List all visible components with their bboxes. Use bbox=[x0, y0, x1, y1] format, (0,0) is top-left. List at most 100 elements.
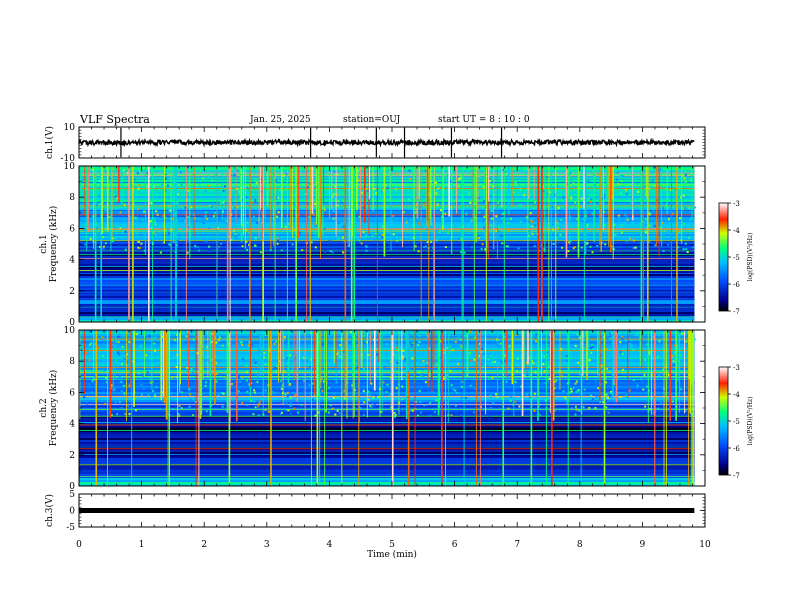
spectrogram-row bbox=[79, 428, 695, 431]
spectrogram-speckle bbox=[322, 333, 325, 336]
spectrogram-speckle bbox=[137, 187, 140, 190]
spectrogram-speckle bbox=[688, 408, 691, 411]
spectrogram-streak bbox=[488, 166, 490, 202]
spectrogram-streak bbox=[279, 330, 281, 373]
spectrogram-speckle bbox=[505, 245, 508, 248]
spectrogram-speckle bbox=[162, 225, 165, 228]
spectrogram-speckle bbox=[384, 183, 387, 186]
spectrogram-speckle bbox=[316, 182, 319, 185]
spectrogram-speckle bbox=[461, 216, 464, 219]
spectrogram-speckle bbox=[424, 369, 427, 372]
spectrogram-line bbox=[79, 182, 695, 183]
spectrogram-speckle bbox=[194, 244, 197, 247]
spectrogram-speckle bbox=[519, 396, 522, 399]
spectrogram-streak bbox=[593, 166, 595, 242]
spectrogram-speckle bbox=[288, 383, 291, 386]
spectrogram-speckle bbox=[147, 394, 150, 397]
x-tick-label: 10 bbox=[699, 540, 711, 550]
spectrogram-speckle bbox=[586, 242, 589, 245]
spectrogram-speckle bbox=[382, 225, 385, 228]
spectrogram-row bbox=[79, 210, 695, 213]
spectrogram-speckle bbox=[433, 411, 436, 414]
spectrogram-speckle bbox=[625, 216, 628, 219]
spectrogram-line bbox=[79, 402, 695, 403]
spectrogram-streak bbox=[314, 330, 316, 395]
spectrogram-speckle bbox=[460, 251, 463, 254]
spectrogram-streak bbox=[456, 166, 458, 214]
spectrogram-speckle bbox=[579, 187, 582, 190]
spectrogram-speckle bbox=[93, 383, 96, 386]
spectrogram-speckle bbox=[469, 352, 472, 355]
spectrogram-speckle bbox=[250, 382, 253, 385]
spectrogram-streak bbox=[433, 166, 435, 322]
spectrogram-speckle bbox=[191, 371, 194, 374]
spectrogram-speckle bbox=[652, 208, 655, 211]
spectrogram-speckle bbox=[246, 187, 249, 190]
spectrogram-speckle bbox=[171, 408, 174, 411]
spectrogram-speckle bbox=[206, 217, 209, 220]
spectrogram-speckle bbox=[218, 336, 221, 339]
colorbar-tick-label: -4 bbox=[733, 391, 740, 399]
spectrogram-streak bbox=[317, 330, 320, 399]
spectrogram-streak bbox=[348, 166, 350, 247]
spectrogram-streak bbox=[277, 330, 279, 383]
spectrogram-speckle bbox=[370, 382, 373, 385]
spectrogram-streak bbox=[358, 330, 360, 424]
spectrogram-speckle bbox=[184, 339, 187, 342]
ch1-spectrogram-ylabel-channel: ch.1 bbox=[39, 234, 49, 253]
spectrogram-streak bbox=[426, 166, 428, 226]
spectrogram-row bbox=[79, 346, 695, 349]
spectrogram-speckle bbox=[604, 243, 607, 246]
spectrogram-row bbox=[79, 474, 695, 477]
spectrogram-row bbox=[79, 484, 695, 487]
spectrogram-speckle bbox=[118, 400, 121, 403]
ch2-spectrogram-ytick-label: 4 bbox=[69, 420, 75, 430]
spectrogram-speckle bbox=[207, 185, 210, 188]
spectrogram-speckle bbox=[619, 351, 622, 354]
spectrogram-speckle bbox=[504, 359, 507, 362]
spectrogram-speckle bbox=[164, 189, 167, 192]
spectrogram-row bbox=[79, 166, 695, 169]
spectrogram-speckle bbox=[410, 409, 413, 412]
spectrogram-speckle bbox=[542, 363, 545, 366]
spectrogram-speckle bbox=[209, 205, 212, 208]
colorbar-tick-label: -3 bbox=[733, 200, 740, 208]
spectrogram-speckle bbox=[81, 179, 84, 182]
spectrogram-line bbox=[79, 178, 695, 180]
spectrogram-streak bbox=[118, 166, 120, 203]
spectrogram-streak bbox=[132, 166, 134, 322]
ch2-spectrogram-x-ticks bbox=[78, 330, 706, 486]
spectrogram-speckle bbox=[673, 344, 676, 347]
ch2-spectrogram-ytick-label: 0 bbox=[69, 482, 75, 492]
spectrogram-speckle bbox=[514, 181, 517, 184]
spectrogram-streak bbox=[466, 330, 469, 377]
spectrogram-speckle bbox=[276, 364, 279, 367]
spectrogram-speckle bbox=[516, 357, 519, 360]
spectrogram-speckle bbox=[99, 202, 102, 205]
spectrogram-speckle bbox=[234, 206, 237, 209]
spectrogram-row bbox=[79, 262, 695, 265]
spectrogram-row bbox=[79, 294, 695, 297]
spectrogram-speckle bbox=[671, 364, 674, 367]
spectrogram-line bbox=[79, 482, 695, 484]
spectrogram-speckle bbox=[164, 173, 167, 176]
spectrogram-speckle bbox=[457, 185, 460, 188]
spectrogram-speckle bbox=[529, 212, 532, 215]
spectrogram-row bbox=[79, 256, 695, 259]
spectrogram-speckle bbox=[689, 197, 692, 200]
spectrogram-speckle bbox=[498, 231, 501, 234]
spectrogram-row bbox=[79, 402, 695, 405]
spectrogram-speckle bbox=[477, 234, 480, 237]
ch1-spectrogram-ytick-label: 4 bbox=[69, 256, 75, 266]
spectrogram-speckle bbox=[153, 342, 156, 345]
spectrogram-speckle bbox=[542, 190, 545, 193]
spectrogram-speckle bbox=[395, 172, 398, 175]
spectrogram-speckle bbox=[279, 188, 282, 191]
spectrogram-streak bbox=[583, 166, 585, 322]
spectrogram-streak bbox=[346, 330, 348, 419]
spectrogram-speckle bbox=[504, 354, 507, 357]
spectrogram-streak bbox=[125, 330, 127, 422]
spectrogram-streak bbox=[639, 330, 641, 366]
spectrogram-speckle bbox=[386, 342, 389, 345]
